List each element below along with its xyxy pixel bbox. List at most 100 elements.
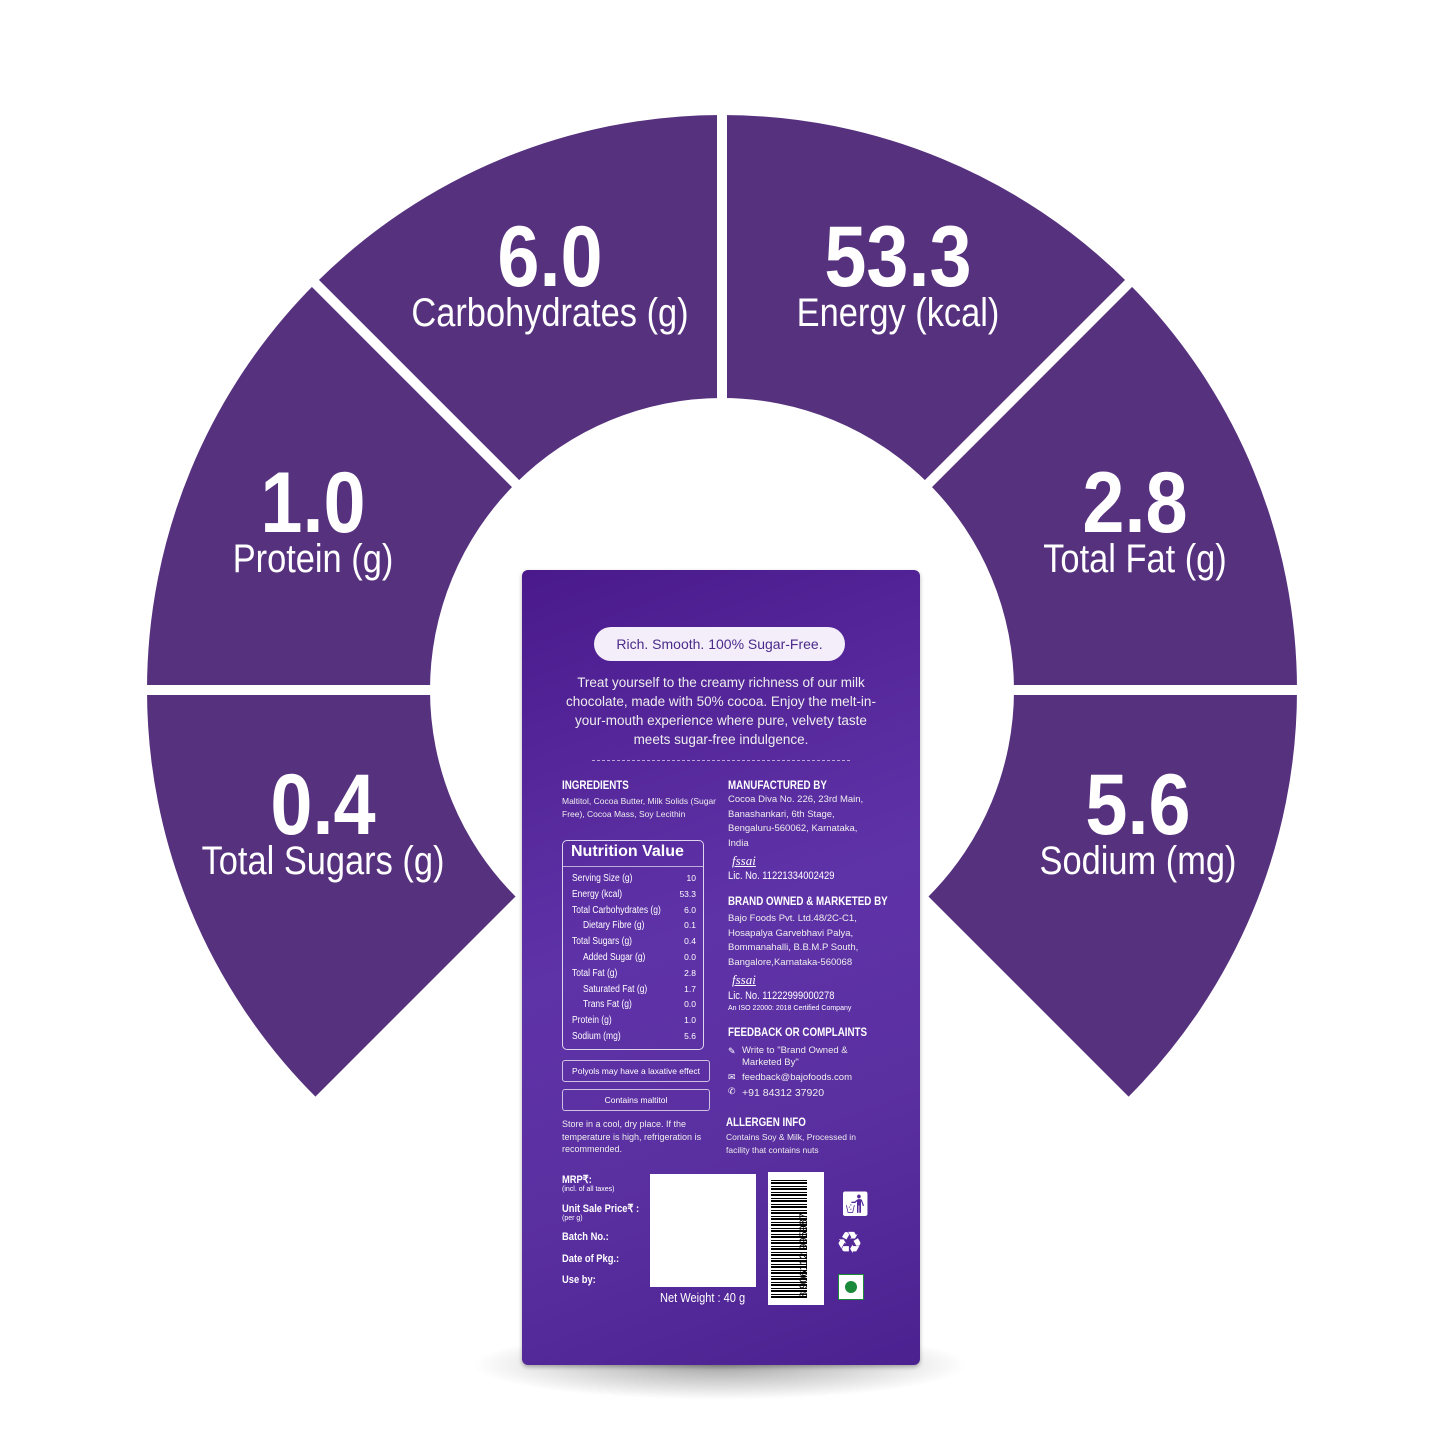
print-area bbox=[650, 1174, 756, 1287]
barcode-number: 8 906112 995987 bbox=[798, 1213, 810, 1298]
stat-label: Protein (g) bbox=[232, 537, 394, 581]
nutrient-name: Protein (g) bbox=[572, 1015, 612, 1027]
segment-total-sugars bbox=[147, 690, 516, 1097]
mrp-note: (incl. of all taxes) bbox=[562, 1186, 615, 1193]
feedback-email: feedback@bajofoods.com bbox=[742, 1072, 852, 1083]
nutrient-value: 1.7 bbox=[684, 983, 696, 994]
nutrition-table: Nutrition Value Serving Size (g) 10 Energy… bbox=[562, 840, 704, 1050]
iso-note: An ISO 22000: 2018 Certified Company bbox=[728, 1005, 852, 1012]
segment-carbohydrates bbox=[315, 115, 722, 484]
stat-value: 0.4 bbox=[270, 757, 376, 853]
stat-carbohydrates: 6.0 Carbohydrates (g) bbox=[389, 214, 711, 336]
stat-protein: 1.0 Protein (g) bbox=[220, 460, 407, 582]
nutrition-row: Trans Fat (g) 0.0 bbox=[572, 999, 696, 1015]
tagline-badge: Rich. Smooth. 100% Sugar-Free. bbox=[594, 627, 845, 661]
stat-label: Carbohydrates (g) bbox=[411, 291, 689, 335]
nutrition-row: Total Carbohydrates (g) 6.0 bbox=[572, 905, 696, 921]
nutrient-name: Added Sugar (g) bbox=[583, 952, 646, 963]
stat-label: Sodium (mg) bbox=[1039, 839, 1237, 883]
feedback-phone: +91 84312 37920 bbox=[742, 1087, 825, 1099]
stat-energy: 53.3 Energy (kcal) bbox=[780, 214, 1016, 336]
intro-text: Treat yourself to the creamy richness of… bbox=[566, 675, 876, 747]
nutrition-row: Protein (g) 1.0 bbox=[572, 1015, 696, 1031]
nutrient-value: 53.3 bbox=[679, 888, 696, 899]
pen-icon: ✎ bbox=[728, 1046, 736, 1056]
brand-address: Bajo Foods Pvt. Ltd.48/2C-C1, Hosapalya … bbox=[728, 913, 859, 968]
date-label: Date of Pkg.: bbox=[562, 1253, 620, 1265]
recycle-icon: ♻ bbox=[836, 1227, 863, 1260]
segment-sodium bbox=[928, 690, 1297, 1097]
nutrient-value: 10 bbox=[686, 873, 696, 883]
stat-label: Total Fat (g) bbox=[1043, 537, 1227, 581]
stat-value: 5.6 bbox=[1085, 757, 1191, 853]
stat-sodium: 5.6 Sodium (mg) bbox=[1024, 762, 1253, 884]
net-weight: Net Weight : 40 g bbox=[660, 1290, 746, 1305]
nutrition-title: Nutrition Value bbox=[571, 843, 684, 860]
nutrient-name: Saturated Fat (g) bbox=[583, 983, 648, 995]
nutrient-name: Trans Fat (g) bbox=[583, 999, 632, 1011]
mrp-label: MRP₹: bbox=[562, 1174, 592, 1186]
nutrient-name: Serving Size (g) bbox=[572, 873, 633, 884]
nutrient-name: Total Carbohydrates (g) bbox=[572, 904, 661, 916]
nutrient-value: 2.8 bbox=[684, 967, 696, 978]
manufacturer-license: Lic. No. 11221334002429 bbox=[728, 870, 835, 882]
stat-value: 1.0 bbox=[260, 455, 366, 551]
nutrient-name: Total Fat (g) bbox=[572, 967, 618, 979]
segment-divider bbox=[308, 276, 523, 491]
barcode-bars bbox=[771, 1180, 807, 1298]
nutrition-row: Total Fat (g) 2.8 bbox=[572, 968, 696, 984]
storage-text: Store in a cool, dry place. If the tempe… bbox=[562, 1119, 702, 1154]
dispose-bin-icon: 🚮︎ bbox=[840, 1191, 871, 1218]
nutrient-value: 0.4 bbox=[684, 936, 696, 947]
segment-energy bbox=[722, 115, 1129, 484]
nutrition-row: Sodium (mg) 5.6 bbox=[572, 1031, 696, 1047]
nutrition-row: Total Sugars (g) 0.4 bbox=[572, 936, 696, 952]
divider bbox=[592, 760, 850, 761]
stat-value: 53.3 bbox=[824, 209, 972, 305]
nutrient-value: 0.1 bbox=[684, 920, 696, 931]
unit-sale-price-note: (per g) bbox=[562, 1215, 583, 1222]
manufacturer-title: MANUFACTURED BY bbox=[728, 780, 827, 792]
polyols-notice: Polyols may have a laxative effect bbox=[562, 1060, 710, 1082]
manufacturer-address: Cocoa Diva No. 226, 23rd Main, Banashank… bbox=[728, 794, 864, 849]
segment-total-fat bbox=[928, 283, 1297, 690]
barcode: 8 906112 995987 bbox=[768, 1172, 824, 1305]
brand-title: BRAND OWNED & MARKETED BY bbox=[728, 896, 888, 908]
fssai-logo: fssai bbox=[732, 853, 756, 868]
nutrition-row: Dietary Fibre (g) 0.1 bbox=[572, 920, 696, 936]
ingredients-text: Maltitol, Cocoa Butter, Milk Solids (Sug… bbox=[562, 796, 717, 819]
mail-icon: ✉ bbox=[728, 1072, 736, 1082]
stat-value: 2.8 bbox=[1082, 455, 1188, 551]
nutrient-value: 0.0 bbox=[684, 999, 696, 1010]
nutrition-row: Saturated Fat (g) 1.7 bbox=[572, 984, 696, 1000]
write-to-text: Write to "Brand Owned & Marketed By" bbox=[742, 1045, 848, 1068]
fssai-logo: fssai bbox=[732, 972, 756, 987]
stat-value: 6.0 bbox=[497, 209, 603, 305]
chocolate-pack-back: Rich. Smooth. 100% Sugar-Free. Treat you… bbox=[522, 570, 920, 1365]
nutrient-value: 1.0 bbox=[684, 1015, 696, 1026]
maltitol-notice: Contains maltitol bbox=[562, 1089, 710, 1111]
batch-label: Batch No.: bbox=[562, 1231, 609, 1243]
nutrition-row: Energy (kcal) 53.3 bbox=[572, 889, 696, 905]
stat-label: Total Sugars (g) bbox=[201, 839, 445, 883]
stat-total-fat: 2.8 Total Fat (g) bbox=[1028, 460, 1241, 582]
nutrition-row: Serving Size (g) 10 bbox=[572, 873, 696, 889]
segment-protein bbox=[147, 283, 516, 690]
ingredients-title: INGREDIENTS bbox=[562, 780, 629, 792]
nutrient-name: Sodium (mg) bbox=[572, 1031, 621, 1042]
phone-icon: ✆ bbox=[728, 1086, 736, 1096]
feedback-title: FEEDBACK OR COMPLAINTS bbox=[728, 1027, 868, 1039]
nutrient-name: Dietary Fibre (g) bbox=[583, 920, 645, 932]
brand-license: Lic. No. 11222999000278 bbox=[728, 990, 835, 1002]
use-by-label: Use by: bbox=[562, 1274, 596, 1286]
nutrient-name: Total Sugars (g) bbox=[572, 936, 633, 948]
nutrition-row: Added Sugar (g) 0.0 bbox=[572, 952, 696, 968]
allergen-text: Contains Soy & Milk, Processed in facili… bbox=[726, 1132, 856, 1155]
stat-total-sugars: 0.4 Total Sugars (g) bbox=[182, 762, 464, 884]
stat-label: Energy (kcal) bbox=[796, 291, 1000, 335]
nutrient-name: Energy (kcal) bbox=[572, 888, 623, 900]
divider bbox=[563, 866, 703, 867]
unit-sale-price-label: Unit Sale Price₹ : bbox=[562, 1203, 640, 1215]
nutrient-value: 0.0 bbox=[684, 952, 696, 962]
